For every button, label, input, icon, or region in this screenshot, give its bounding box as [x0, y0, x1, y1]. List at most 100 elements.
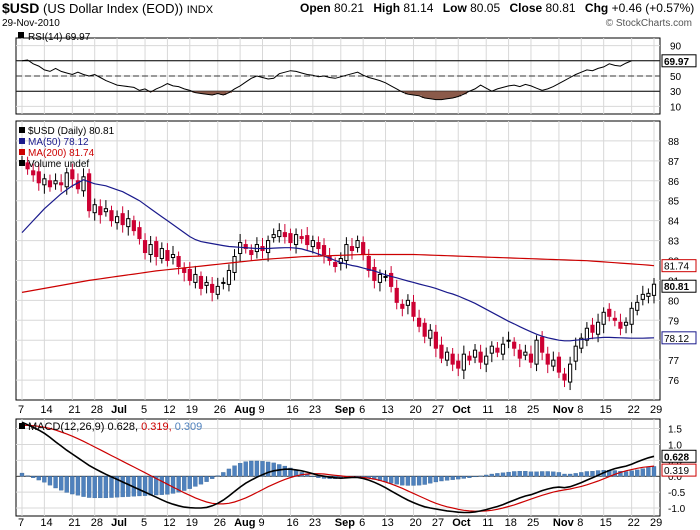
candle-body — [506, 339, 511, 342]
macd-hist-bar — [70, 476, 75, 495]
macd-hist-bar — [512, 471, 517, 477]
high-value: 81.14 — [403, 1, 434, 15]
macd-hist-bar — [640, 468, 645, 477]
macd-hist-bar — [137, 476, 142, 497]
candle — [517, 344, 522, 368]
price-xtick-23: 23 — [309, 404, 321, 416]
price-tick-84: 84 — [668, 217, 680, 228]
candle-body — [305, 235, 310, 246]
candle-body — [467, 355, 472, 361]
price-xtick-Sep: Sep — [335, 404, 355, 416]
price-legend-swatch — [19, 160, 25, 166]
close-label: Close — [509, 1, 543, 15]
macd-hist-bar — [53, 476, 58, 489]
candle — [640, 285, 645, 306]
candle — [623, 317, 629, 334]
candle-body — [243, 244, 248, 250]
macd-hist-bar — [59, 476, 64, 491]
candle — [500, 336, 506, 361]
candle-body — [366, 256, 371, 271]
macd-xtick-19: 19 — [186, 517, 198, 529]
candle-body — [416, 317, 422, 327]
candle — [556, 352, 562, 379]
candle-body — [545, 353, 550, 365]
candle — [349, 237, 355, 260]
rsi-legend-swatch — [18, 32, 24, 38]
candle — [59, 174, 64, 192]
macd-hist-bar — [64, 476, 69, 493]
candle — [47, 174, 53, 192]
price-tick-79: 79 — [668, 316, 680, 327]
candle-body — [31, 170, 36, 176]
macd-hist-bar — [109, 476, 114, 498]
price-xtick-11: 11 — [482, 404, 493, 416]
macd-xtick-Aug: Aug — [234, 517, 255, 529]
candle — [573, 337, 578, 371]
macd-xtick-13: 13 — [382, 517, 394, 529]
candle-body — [612, 317, 617, 321]
candle — [321, 238, 327, 264]
candle — [176, 251, 181, 275]
chg-label: Chg — [584, 1, 609, 15]
candle-body — [182, 267, 187, 273]
candle-body — [215, 285, 220, 295]
ma200-last-tag-box — [661, 259, 697, 273]
macd-hist-bar — [204, 476, 209, 482]
candle-body — [87, 173, 92, 212]
ma50-last-tag-text: 78.12 — [664, 334, 689, 345]
candle — [87, 168, 92, 218]
candle — [310, 235, 315, 254]
price-xtick-13: 13 — [382, 404, 394, 416]
macd-hist-bar — [114, 476, 120, 498]
candle — [545, 346, 550, 374]
price-legend-item: Volume undef — [28, 159, 89, 170]
candle — [366, 249, 371, 278]
price-tick-86: 86 — [668, 177, 680, 188]
candle-body — [405, 299, 411, 306]
macd-hist-bar — [221, 472, 226, 477]
ma50-last-tag-box — [661, 331, 697, 345]
macd-hist-bar — [439, 476, 444, 482]
macd-hist-bar — [159, 476, 164, 495]
ma200-last-tag: 81.74 — [661, 259, 697, 273]
candle-body — [36, 171, 41, 184]
macd-hist-bar — [215, 475, 220, 477]
price-xtick-28: 28 — [91, 404, 103, 416]
macd-hist-bar — [506, 471, 511, 477]
candle — [646, 288, 651, 304]
candle-body — [495, 347, 500, 353]
macd-panel-frame — [15, 418, 661, 517]
macd-legend-item: MACD(12,26,9) — [28, 421, 104, 433]
macd-xtick-28: 28 — [91, 517, 103, 529]
candle-body — [187, 268, 192, 281]
candle-body — [562, 373, 567, 381]
macd-last-tag-box — [661, 449, 697, 463]
candle-body — [321, 245, 327, 256]
candle — [204, 276, 209, 294]
candle-body — [512, 341, 517, 349]
price-xtick-15: 15 — [600, 404, 612, 416]
rsi-panel: 1030507090RSI(14) 69.97 — [15, 32, 682, 115]
candle-body — [114, 216, 120, 224]
candle — [165, 243, 170, 267]
candle-body — [59, 182, 64, 186]
candle-body — [75, 180, 81, 190]
macd-xtick-9: 9 — [258, 517, 264, 529]
macd-hist-bar — [198, 476, 204, 485]
macd-hist-bar — [539, 471, 545, 477]
candle — [411, 294, 416, 322]
candle-body — [204, 281, 209, 286]
candle-body — [444, 351, 450, 361]
candle — [450, 347, 455, 372]
macd-hist-bar — [635, 469, 640, 477]
candle-body — [534, 339, 539, 365]
candle-body — [221, 281, 226, 284]
candle — [271, 228, 276, 243]
candle-body — [635, 301, 640, 311]
macd-xtick-Sep: Sep — [335, 517, 355, 529]
close-value: 80.81 — [545, 1, 576, 15]
candle-body — [361, 242, 366, 256]
macd-xtick-21: 21 — [68, 517, 80, 529]
candle-body — [277, 230, 282, 238]
candle — [372, 258, 377, 289]
